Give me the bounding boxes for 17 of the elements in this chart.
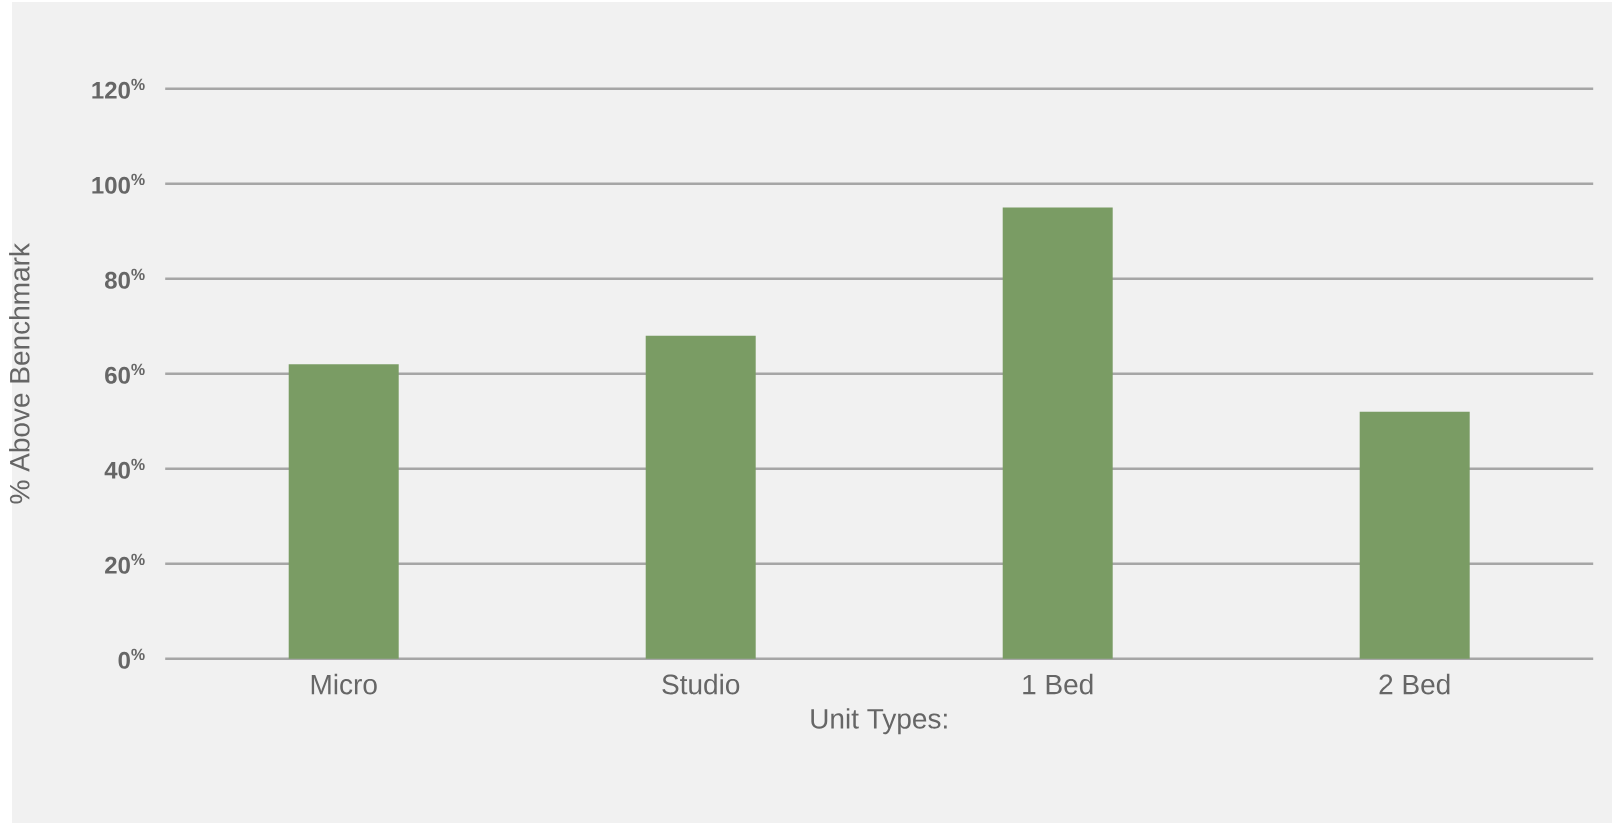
y-tick-label: 60$^{%}$ xyxy=(105,363,145,384)
x-tick-label: Studio xyxy=(662,673,740,695)
x-axis-title: Unit Types: xyxy=(811,708,947,735)
x-tick-label: Micro xyxy=(311,673,377,695)
bar xyxy=(1359,411,1470,659)
y-tick-label: 40$^{%}$ xyxy=(104,458,145,479)
y-tick-label: 120$^{%}$ xyxy=(92,78,145,99)
bar xyxy=(288,364,399,659)
y-tick-label: 20$^{%}$ xyxy=(105,553,145,574)
y-axis-title: % Above Benchmark xyxy=(9,243,30,504)
y-tick-label: 100$^{%}$ xyxy=(92,173,145,194)
x-tick-label: 2 Bed xyxy=(1379,673,1450,695)
bar xyxy=(645,335,756,659)
bar xyxy=(1002,207,1113,659)
y-tick-label: 80$^{%}$ xyxy=(104,268,145,289)
x-tick-label: 1 Bed xyxy=(1023,673,1093,695)
y-tick-label: 0$^{%}$ xyxy=(118,648,145,669)
